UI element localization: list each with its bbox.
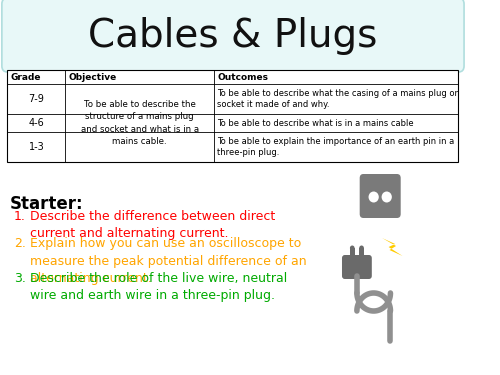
Text: Explain how you can use an oscilloscope to
measure the peak potential difference: Explain how you can use an oscilloscope …: [30, 237, 306, 285]
Text: Starter:: Starter:: [10, 195, 83, 213]
Circle shape: [382, 192, 392, 202]
FancyBboxPatch shape: [342, 255, 372, 279]
Text: Objective: Objective: [68, 72, 116, 81]
Circle shape: [359, 246, 364, 250]
FancyBboxPatch shape: [360, 174, 401, 218]
Text: 4-6: 4-6: [28, 118, 44, 128]
Text: To be able to describe what is in a mains cable: To be able to describe what is in a main…: [217, 118, 414, 128]
Text: Outcomes: Outcomes: [217, 72, 268, 81]
Text: 7-9: 7-9: [28, 94, 44, 104]
Bar: [350, 248, 354, 260]
Text: 1.: 1.: [14, 210, 26, 223]
Text: Grade: Grade: [10, 72, 41, 81]
Circle shape: [368, 192, 379, 202]
Text: To be able to describe the
structure of a mains plug
and socket and what is in a: To be able to describe the structure of …: [80, 100, 199, 146]
Text: To be able to describe what the casing of a mains plug or
socket it made of and : To be able to describe what the casing o…: [217, 89, 458, 109]
Bar: [8, 70, 458, 162]
Text: 2.: 2.: [14, 237, 26, 250]
Circle shape: [350, 246, 354, 250]
Text: To be able to explain the importance of an earth pin in a
three-pin plug.: To be able to explain the importance of …: [217, 137, 454, 157]
Polygon shape: [382, 238, 402, 256]
Bar: [359, 248, 364, 260]
Text: Cables & Plugs: Cables & Plugs: [88, 17, 378, 55]
Text: 3.: 3.: [14, 272, 26, 285]
FancyBboxPatch shape: [2, 0, 464, 72]
Text: Describe the role of the live wire, neutral
wire and earth wire in a three-pin p: Describe the role of the live wire, neut…: [30, 272, 287, 303]
Text: Describe the difference between direct
current and alternating current.: Describe the difference between direct c…: [30, 210, 275, 240]
Text: 1-3: 1-3: [28, 142, 44, 152]
